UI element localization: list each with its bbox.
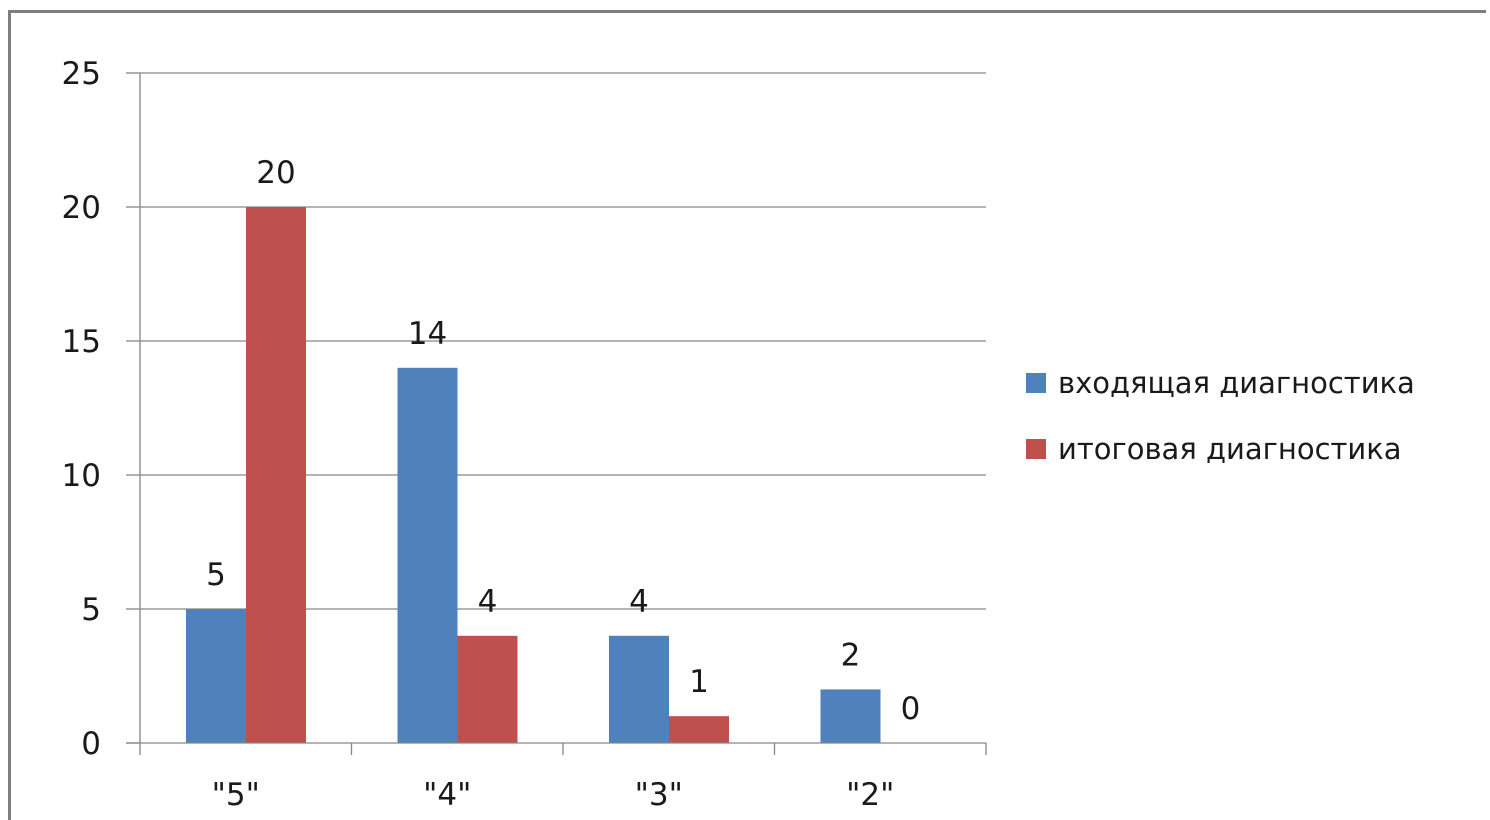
- legend-swatch-series-1: [1026, 373, 1046, 393]
- x-axis-ticks: "5" "4" "3" "2": [212, 777, 895, 813]
- y-axis-ticks: 0 5 10 15 20 25: [62, 56, 101, 762]
- legend-item-series-1: входящая диагностика: [1026, 363, 1415, 403]
- legend-label-series-1: входящая диагностика: [1058, 366, 1415, 400]
- y-tick-label-5: 25: [62, 56, 101, 92]
- y-tick-label-4: 20: [62, 190, 101, 226]
- data-label-s1-c1: 5: [206, 557, 226, 593]
- legend-swatch-series-2: [1026, 439, 1046, 459]
- axes: [126, 72, 987, 755]
- x-tick-label-2: "4": [423, 777, 471, 813]
- data-label-s1-c2: 14: [408, 316, 447, 352]
- legend: входящая диагностика итоговая диагностик…: [1026, 363, 1415, 495]
- bar-s1-c1: [186, 609, 246, 743]
- legend-item-series-2: итоговая диагностика: [1026, 429, 1415, 469]
- y-tick-label-3: 15: [62, 324, 101, 360]
- x-tick-label-3: "3": [635, 777, 683, 813]
- data-label-s1-c4: 2: [841, 637, 861, 673]
- legend-label-series-2: итоговая диагностика: [1058, 432, 1402, 466]
- bar-s1-c3: [609, 635, 669, 743]
- y-tick-label-1: 5: [81, 592, 101, 628]
- bar-s2-c2: [457, 635, 518, 743]
- bar-s1-c2: [397, 367, 458, 743]
- data-label-s1-c3: 4: [629, 584, 649, 620]
- bar-s2-c1: [246, 207, 306, 743]
- data-label-s2-c3: 1: [689, 664, 709, 700]
- data-label-s2-c4: 0: [901, 691, 921, 727]
- y-tick-label-2: 10: [62, 458, 101, 494]
- x-tick-label-4: "2": [846, 777, 894, 813]
- bar-s2-c3: [669, 716, 729, 743]
- data-label-s2-c2: 4: [478, 584, 498, 620]
- bar-s1-c4: [820, 689, 881, 743]
- x-tick-label-1: "5": [212, 777, 260, 813]
- y-tick-label-0: 0: [81, 726, 101, 762]
- chart-frame: [8, 10, 1486, 820]
- data-label-s2-c1: 20: [256, 155, 295, 191]
- bars: [186, 207, 881, 743]
